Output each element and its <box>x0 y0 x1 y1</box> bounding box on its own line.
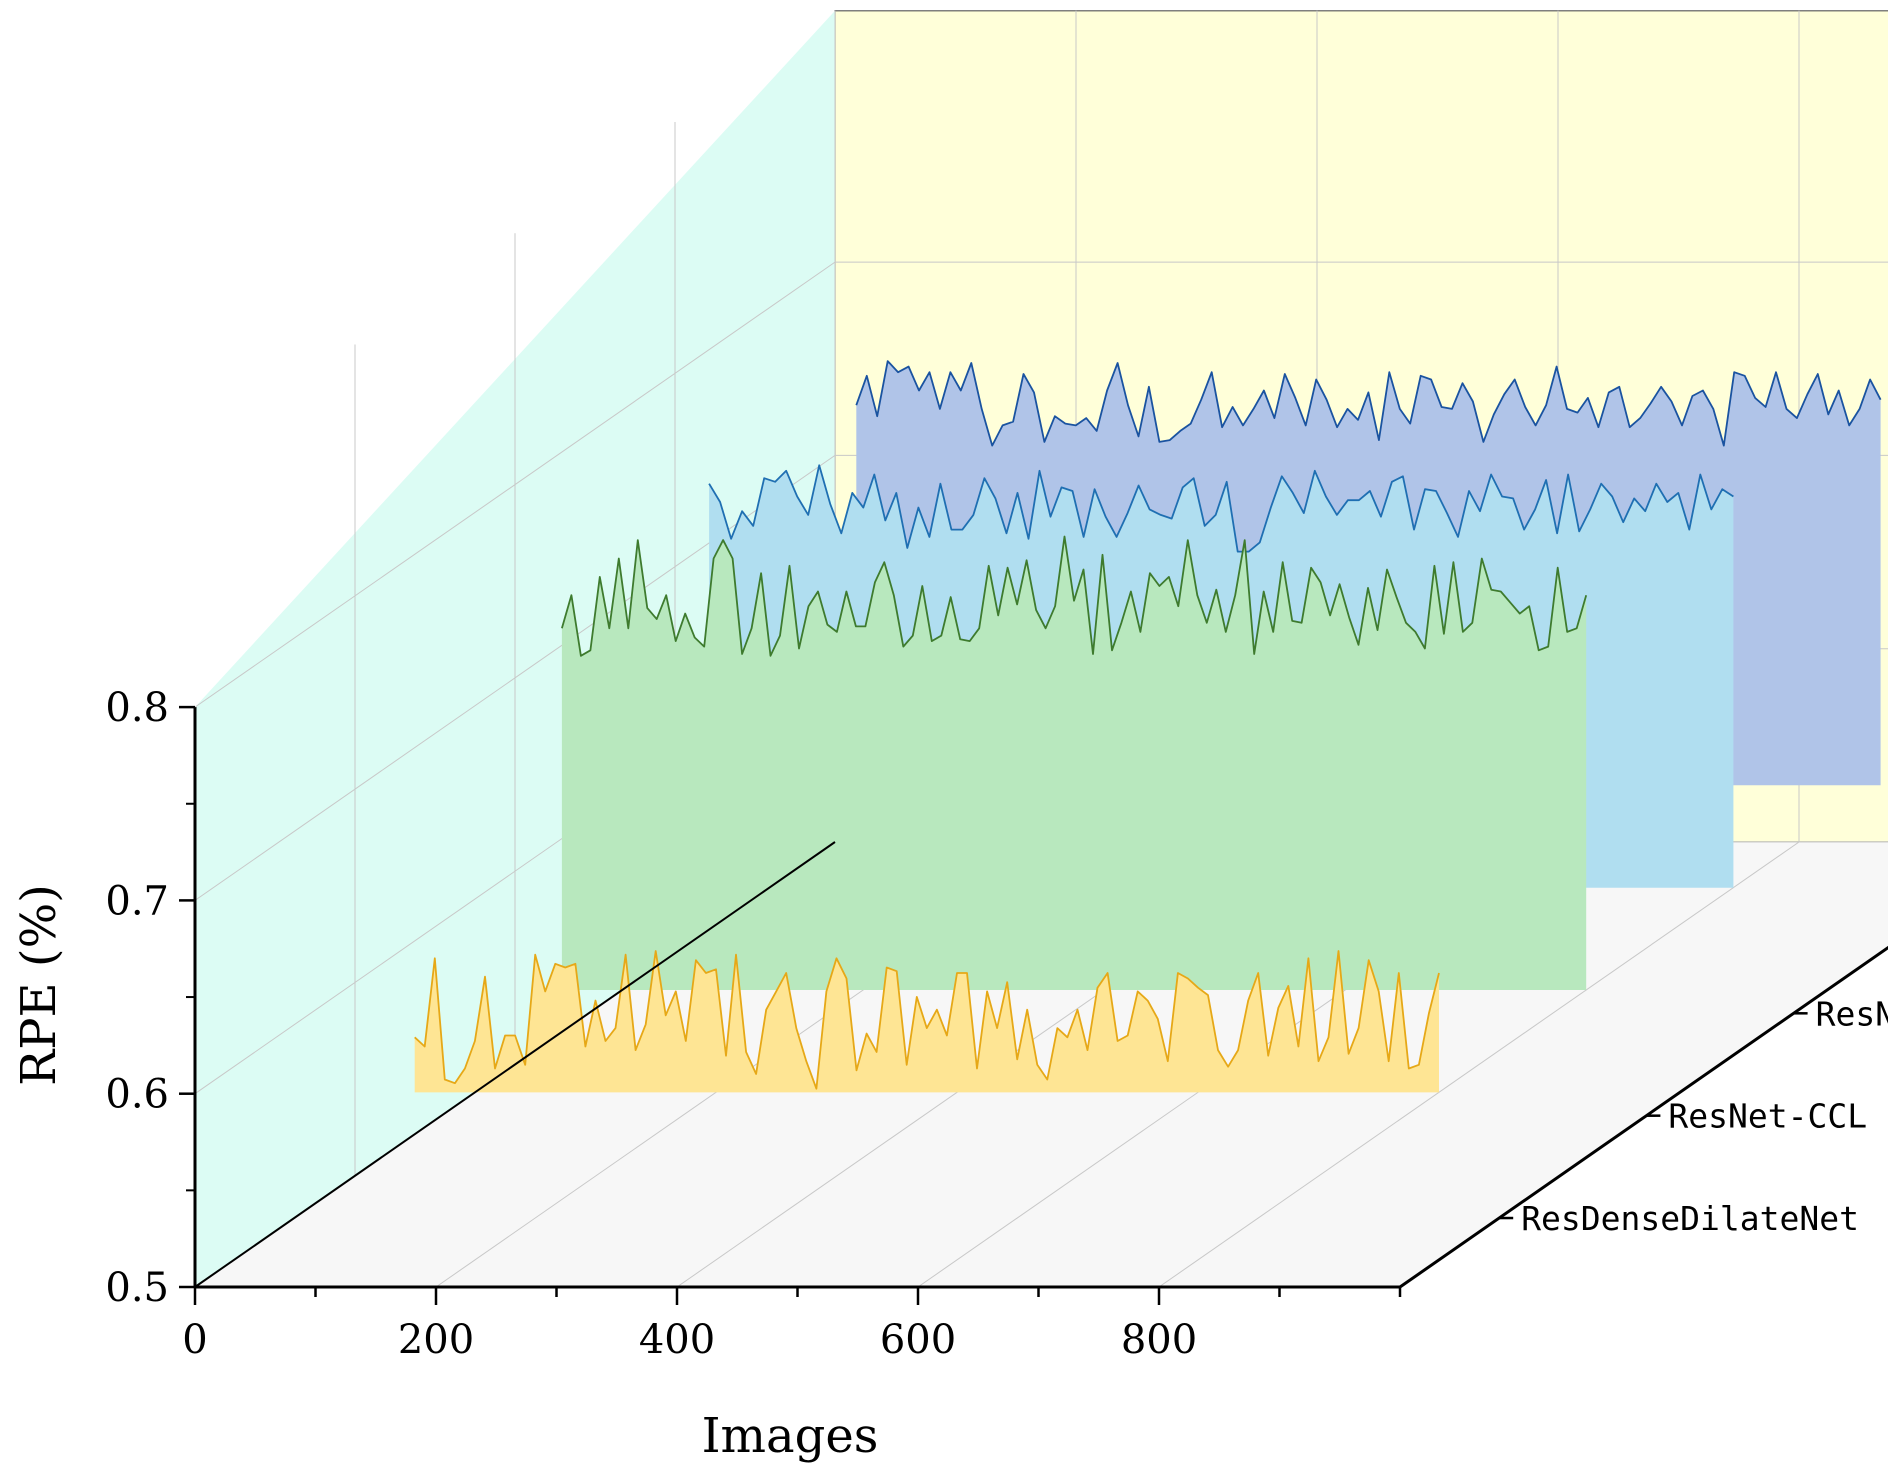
series-area <box>561 536 1587 990</box>
series-resdensedilatenet <box>414 950 1440 1093</box>
series-label-resnet-ddcm: ResNet-DDCM <box>1816 994 1888 1033</box>
series-label-resnet-ccl: ResNet-CCL <box>1668 1097 1867 1136</box>
series-line <box>561 535 1588 657</box>
series-label-resdensedilatenet: ResDenseDilateNet <box>1521 1199 1859 1238</box>
depth-axis-line <box>1399 945 1888 1289</box>
series-line <box>708 464 1734 553</box>
series-line <box>855 360 1882 447</box>
x-tick-label: 200 <box>398 1317 474 1363</box>
series-resnet-ccl <box>561 535 1588 990</box>
x-axis-title: Images <box>702 1408 879 1464</box>
series-area <box>414 951 1440 1093</box>
x-tick-label: 400 <box>639 1317 715 1363</box>
x-tick-label: 600 <box>880 1317 956 1363</box>
series-layer <box>414 360 1882 1093</box>
floor-gridline-x <box>1158 841 1800 1288</box>
x-tick-label: 800 <box>1121 1317 1197 1363</box>
x-tick-label: 0 <box>182 1317 207 1363</box>
y-tick-label: 0.8 <box>105 685 169 731</box>
floor-left-edge <box>194 841 836 1288</box>
y-axis-title: RPE (%) <box>11 884 67 1086</box>
y-tick-label: 0.5 <box>105 1265 169 1311</box>
series-line <box>414 950 1440 1090</box>
chart-axes <box>179 705 1888 1305</box>
y-tick-label: 0.6 <box>105 1072 169 1118</box>
chart-labels: ResNetResNet-DDCMResNet-CCLResDenseDilat… <box>105 685 1888 1363</box>
y-tick-label: 0.7 <box>105 878 169 924</box>
